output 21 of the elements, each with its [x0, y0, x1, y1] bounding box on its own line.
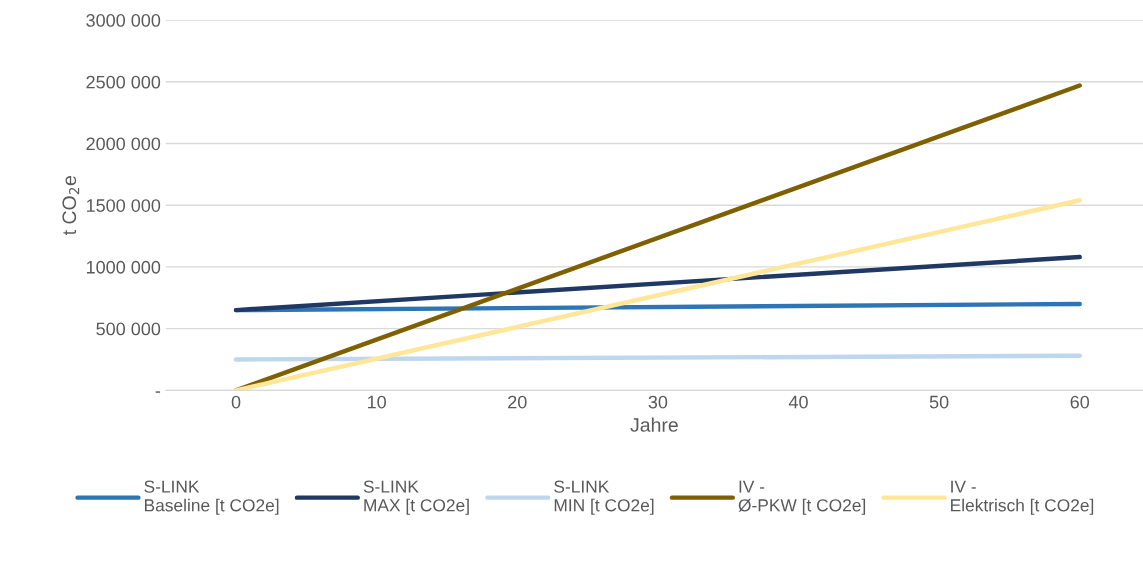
y-tick-label: 500 000 [96, 322, 161, 336]
y-tick-label: - [155, 391, 161, 393]
x-tick-label: 40 [788, 395, 808, 409]
x-tick-label: 50 [929, 395, 949, 409]
legend-label: S-LINK Baseline [t CO2e] [144, 480, 279, 515]
legend-label: S-LINK MAX [t CO2e] [363, 480, 469, 515]
y-tick-label: 2500 000 [86, 75, 161, 89]
legend-label: IV - Ø-PKW [t CO2e] [738, 480, 866, 515]
x-tick-label: 0 [231, 395, 241, 409]
x-tick-label: 30 [648, 395, 668, 409]
y-tick-label: 1500 000 [86, 199, 161, 212]
x-tick-label: 60 [1070, 395, 1090, 409]
x-axis-title: Jahre [630, 417, 678, 432]
legend-label: S-LINK MIN [t CO2e] [554, 480, 654, 515]
y-tick-label: 1000 000 [86, 260, 161, 274]
y-axis-title: t CO$_{2}$e [62, 176, 80, 236]
y-tick-label: 3000 000 [86, 14, 161, 27]
x-tick-label: 20 [508, 395, 527, 409]
y-tick-label: 2000 000 [86, 137, 161, 151]
x-tick-label: 10 [367, 395, 386, 409]
legend-label: IV - Elektrisch [t CO2e] [951, 480, 1094, 515]
